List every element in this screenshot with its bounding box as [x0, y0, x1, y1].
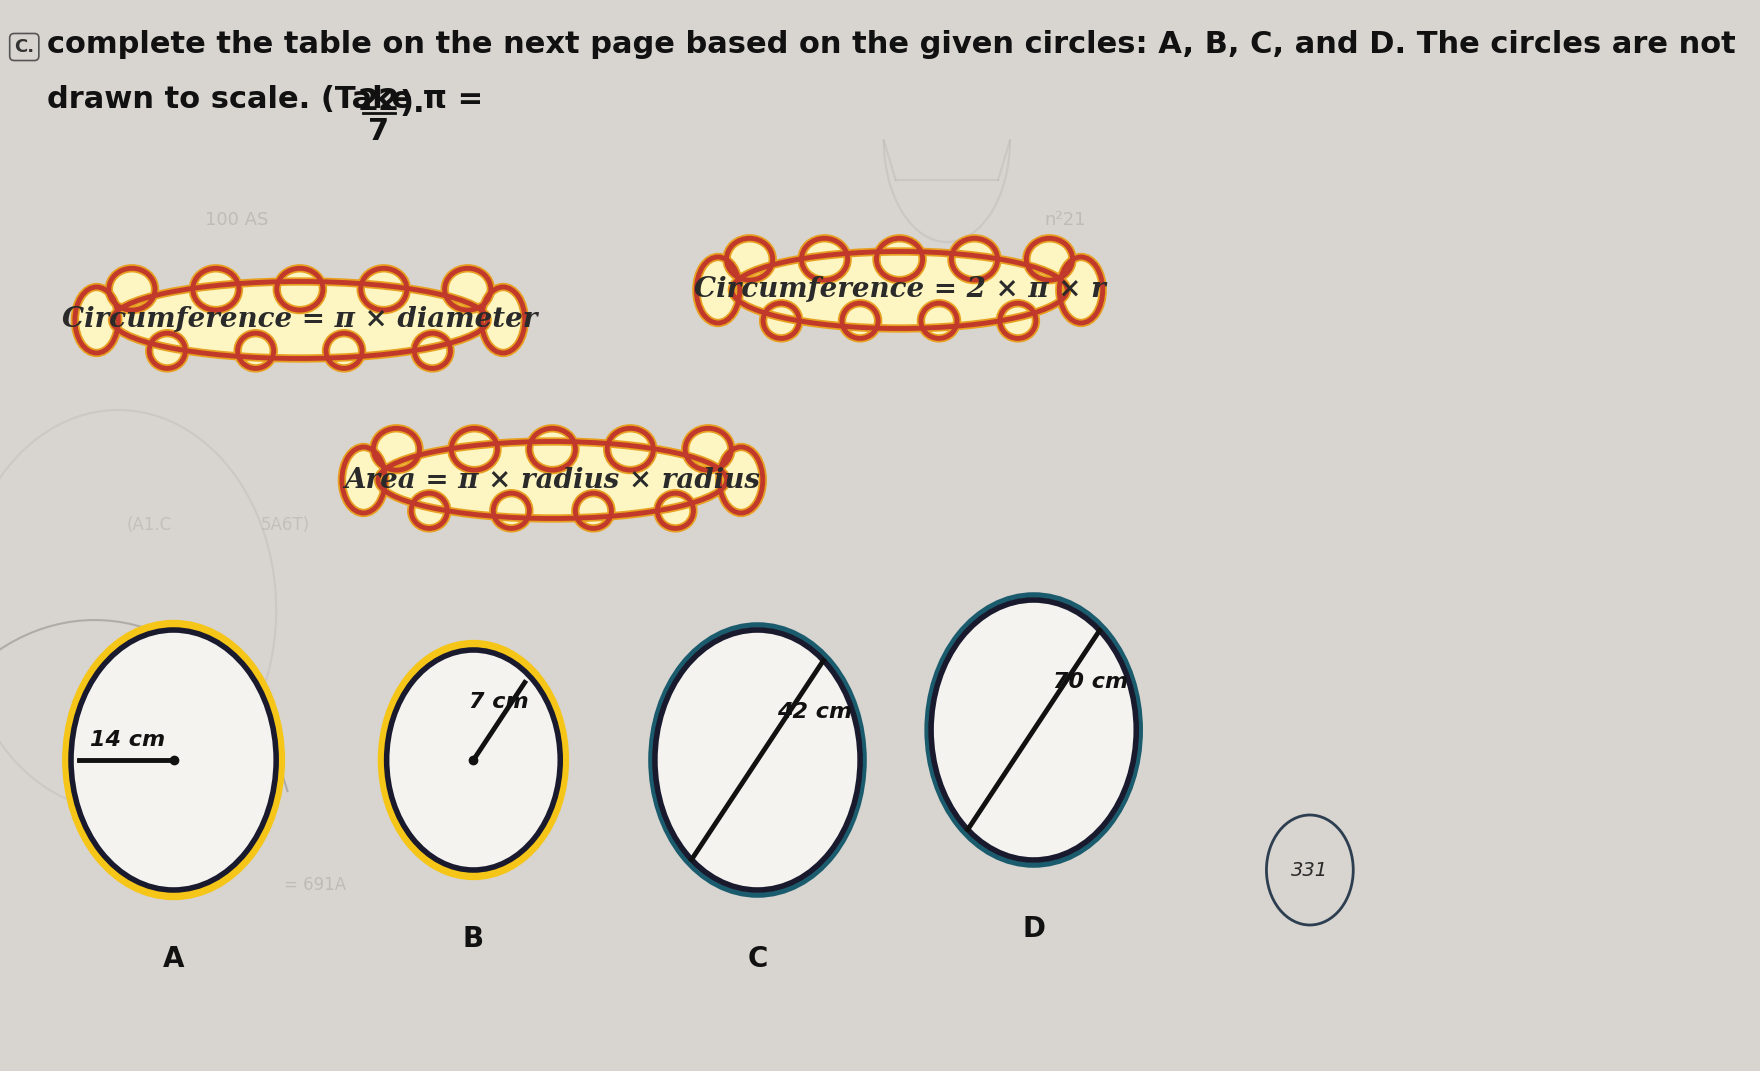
- Text: Circumference = π × diameter: Circumference = π × diameter: [62, 306, 537, 333]
- Text: 70 cm: 70 cm: [1054, 673, 1128, 692]
- Text: C: C: [748, 945, 767, 972]
- Ellipse shape: [876, 239, 922, 281]
- Ellipse shape: [113, 282, 488, 359]
- Ellipse shape: [493, 494, 530, 528]
- Ellipse shape: [451, 428, 498, 470]
- Text: n²21: n²21: [1044, 211, 1086, 229]
- Ellipse shape: [685, 428, 732, 470]
- Text: 5A6T): 5A6T): [260, 516, 310, 534]
- Text: (A1.C: (A1.C: [127, 516, 171, 534]
- Text: 100 AS: 100 AS: [204, 211, 269, 229]
- Ellipse shape: [801, 239, 848, 281]
- Ellipse shape: [412, 494, 447, 528]
- Ellipse shape: [952, 239, 998, 281]
- Text: B: B: [463, 925, 484, 953]
- Ellipse shape: [373, 428, 419, 470]
- Ellipse shape: [238, 333, 275, 368]
- Ellipse shape: [764, 303, 799, 338]
- Ellipse shape: [109, 269, 155, 311]
- Ellipse shape: [920, 303, 957, 338]
- Ellipse shape: [150, 333, 185, 368]
- Text: = 691A: = 691A: [283, 876, 347, 894]
- Ellipse shape: [326, 333, 363, 368]
- Ellipse shape: [1000, 303, 1037, 338]
- Text: Circumference = 2 × π × r: Circumference = 2 × π × r: [693, 276, 1105, 303]
- Ellipse shape: [414, 333, 451, 368]
- Ellipse shape: [76, 287, 118, 353]
- Ellipse shape: [658, 494, 693, 528]
- Text: 7 cm: 7 cm: [468, 692, 528, 712]
- Ellipse shape: [482, 287, 524, 353]
- Ellipse shape: [361, 269, 407, 311]
- Text: 22: 22: [357, 87, 400, 116]
- Ellipse shape: [720, 447, 762, 513]
- Ellipse shape: [727, 239, 773, 281]
- Text: 331: 331: [1292, 860, 1329, 879]
- Ellipse shape: [194, 269, 239, 311]
- Ellipse shape: [1060, 257, 1104, 323]
- Ellipse shape: [697, 257, 739, 323]
- Ellipse shape: [1026, 239, 1072, 281]
- Text: D: D: [1023, 915, 1045, 942]
- Text: drawn to scale. (Take π =: drawn to scale. (Take π =: [48, 85, 495, 114]
- Ellipse shape: [276, 269, 322, 311]
- Text: ).: ).: [400, 89, 424, 118]
- Circle shape: [931, 600, 1137, 860]
- Text: C.: C.: [14, 37, 35, 56]
- Circle shape: [70, 630, 276, 890]
- Ellipse shape: [841, 303, 878, 338]
- Ellipse shape: [378, 441, 727, 518]
- Text: 7: 7: [368, 117, 389, 146]
- Ellipse shape: [445, 269, 491, 311]
- Circle shape: [655, 630, 861, 890]
- Text: A: A: [164, 945, 185, 972]
- Text: 42 cm: 42 cm: [778, 703, 852, 722]
- Text: 14 cm: 14 cm: [90, 730, 165, 750]
- Ellipse shape: [607, 428, 653, 470]
- Ellipse shape: [530, 428, 576, 470]
- Ellipse shape: [732, 252, 1067, 329]
- Circle shape: [387, 650, 560, 870]
- Ellipse shape: [341, 447, 385, 513]
- Text: Area = π × radius × radius: Area = π × radius × radius: [345, 467, 760, 494]
- Text: complete the table on the next page based on the given circles: A, B, C, and D. : complete the table on the next page base…: [48, 30, 1735, 59]
- Ellipse shape: [576, 494, 611, 528]
